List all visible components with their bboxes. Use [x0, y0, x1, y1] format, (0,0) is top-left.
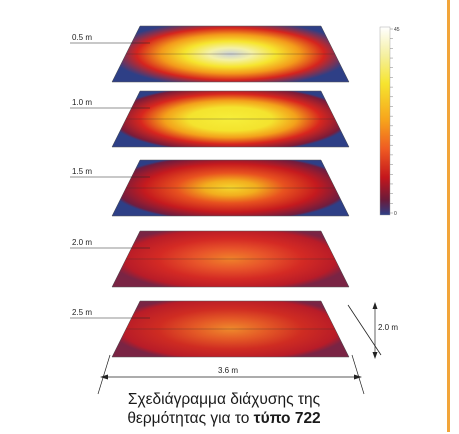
plate-outline: [111, 25, 350, 83]
level-label: 1.5 m: [72, 167, 92, 176]
heat-plate-5: 2.5 m: [70, 300, 350, 358]
heat-plate-4: 2.0 m: [70, 230, 350, 288]
scale-tick-label: 45: [394, 27, 400, 33]
caption-model-name: τύπο 722: [253, 410, 321, 427]
caption-line-2: θερμότητας για το τύπο 722: [84, 409, 364, 428]
plate-outline: [111, 300, 350, 358]
dimension-annotations: 2.0 m 3.6 m: [97, 302, 398, 395]
color-scale-bar: 45 0: [379, 26, 400, 217]
figure-caption: Σχεδιάγραμμα διάχυσης της θερμότητας για…: [84, 390, 364, 428]
caption-line-1: Σχεδιάγραμμα διάχυσης της: [127, 391, 321, 408]
plate-outline: [111, 90, 350, 148]
level-label: 1.0 m: [72, 98, 92, 107]
heat-plate-3: 1.5 m: [70, 159, 350, 217]
width-dimension-label: 3.6 m: [218, 366, 238, 375]
level-label: 2.0 m: [72, 238, 92, 247]
plate-outline: [111, 159, 350, 217]
level-label: 2.5 m: [72, 308, 92, 317]
scale-tick-label: 0: [394, 211, 397, 217]
figure-frame: [1, 0, 450, 432]
heat-plate-2: 1.0 m: [70, 90, 350, 148]
level-label: 0.5 m: [72, 33, 92, 42]
depth-dimension-label: 2.0 m: [378, 323, 398, 332]
plate-outline: [111, 230, 350, 288]
heat-plate-1: 0.5 m: [70, 25, 350, 83]
caption-line-2-text: θερμότητας για το: [127, 410, 254, 427]
